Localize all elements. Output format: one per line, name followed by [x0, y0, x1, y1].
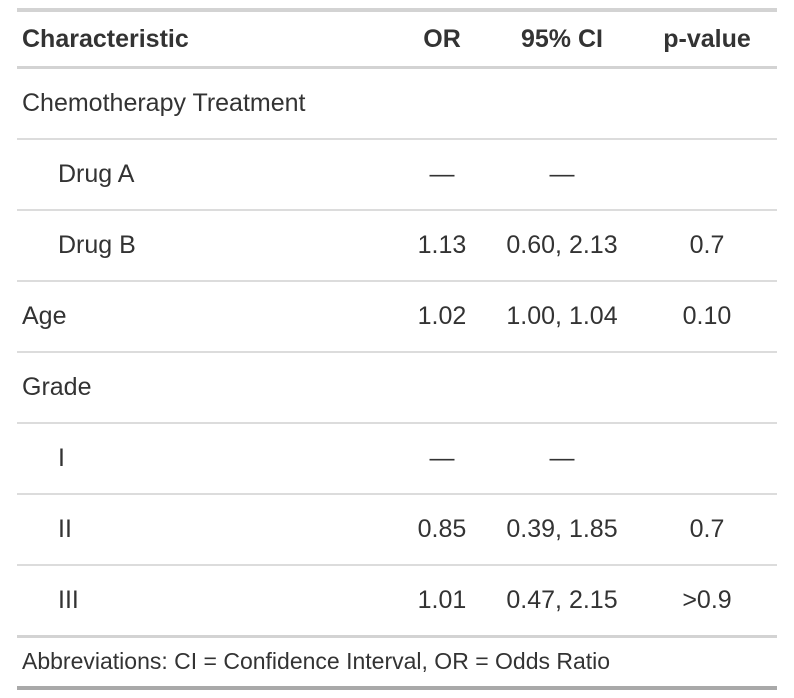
table-row-group-grade: Grade [17, 351, 777, 423]
cell-characteristic: Age [17, 280, 397, 352]
column-header-characteristic: Characteristic [17, 10, 397, 69]
table-header: Characteristic OR 95% CI p-value [17, 10, 777, 69]
cell-or: 1.13 [397, 209, 487, 281]
cell-characteristic: Drug A [17, 138, 397, 210]
cell-or [397, 351, 487, 423]
cell-characteristic: III [17, 564, 397, 637]
footnote-row: Abbreviations: CI = Confidence Interval,… [17, 635, 777, 690]
column-header-or: OR [397, 10, 487, 69]
cell-characteristic: II [17, 493, 397, 565]
cell-ci: 0.47, 2.15 [487, 564, 637, 637]
column-header-pvalue: p-value [637, 10, 777, 69]
cell-pvalue: >0.9 [637, 564, 777, 637]
table-row-drug-a: Drug A — — [17, 138, 777, 210]
cell-pvalue [637, 351, 777, 423]
cell-characteristic: Grade [17, 351, 397, 423]
table-body: Chemotherapy Treatment Drug A — — Drug B… [17, 68, 777, 637]
table-row-age: Age 1.02 1.00, 1.04 0.10 [17, 280, 777, 352]
cell-or: 1.02 [397, 280, 487, 352]
cell-characteristic: Chemotherapy Treatment [22, 89, 306, 117]
cell-characteristic: Drug B [17, 209, 397, 281]
cell-or: — [397, 422, 487, 494]
table-row-group-chemotherapy: Chemotherapy Treatment [17, 68, 777, 140]
cell-pvalue: 0.10 [637, 280, 777, 352]
cell-ci: 0.39, 1.85 [487, 493, 637, 565]
cell-or [397, 68, 487, 140]
cell-ci: — [487, 422, 637, 494]
table-row-grade-2: II 0.85 0.39, 1.85 0.7 [17, 493, 777, 565]
cell-or: 1.01 [397, 564, 487, 637]
regression-summary-table: Characteristic OR 95% CI p-value Chemoth… [17, 8, 777, 690]
table-row-grade-1: I — — [17, 422, 777, 494]
cell-pvalue: 0.7 [637, 209, 777, 281]
column-header-ci: 95% CI [487, 10, 637, 69]
table-footnote: Abbreviations: CI = Confidence Interval,… [17, 635, 777, 690]
cell-ci [487, 68, 637, 140]
table-footer: Abbreviations: CI = Confidence Interval,… [17, 635, 777, 690]
cell-ci: 0.60, 2.13 [487, 209, 637, 281]
cell-pvalue: 0.7 [637, 493, 777, 565]
cell-characteristic: I [17, 422, 397, 494]
cell-or: 0.85 [397, 493, 487, 565]
table-row-grade-3: III 1.01 0.47, 2.15 >0.9 [17, 564, 777, 637]
cell-ci: 1.00, 1.04 [487, 280, 637, 352]
header-row: Characteristic OR 95% CI p-value [17, 10, 777, 69]
cell-pvalue [637, 68, 777, 140]
cell-ci [487, 351, 637, 423]
cell-ci: — [487, 138, 637, 210]
cell-pvalue [637, 138, 777, 210]
table-row-drug-b: Drug B 1.13 0.60, 2.13 0.7 [17, 209, 777, 281]
cell-pvalue [637, 422, 777, 494]
cell-or: — [397, 138, 487, 210]
